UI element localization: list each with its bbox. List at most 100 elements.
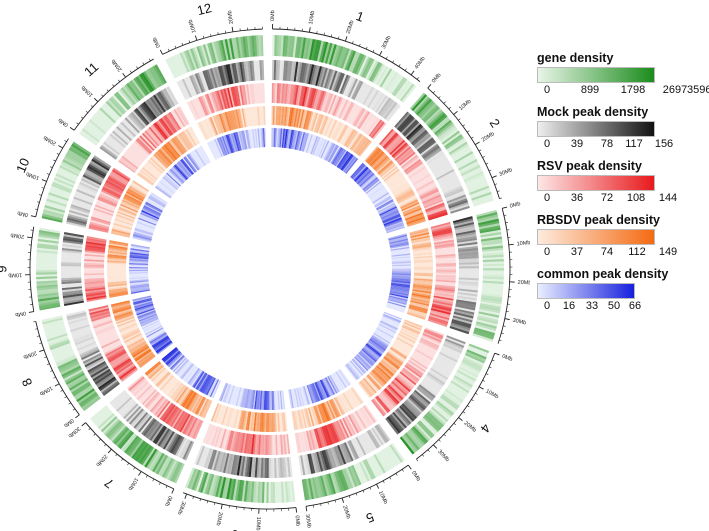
axis-tick-minor (485, 162, 489, 165)
density-cell (431, 366, 450, 379)
density-cell (435, 262, 456, 266)
axis-tick-minor (488, 169, 492, 172)
density-cell (157, 342, 174, 355)
density-cell (198, 96, 208, 116)
density-cell (156, 400, 171, 418)
density-cell (366, 342, 383, 356)
density-cell (390, 283, 410, 288)
legend-tick: 144 (658, 192, 678, 204)
density-cell (81, 351, 101, 362)
axis-tick-minor (68, 402, 71, 405)
density-cell (481, 238, 503, 244)
axis-tick-label: 10Mb (8, 271, 22, 277)
density-cell (124, 117, 140, 134)
density-cell (231, 37, 237, 59)
axis-tick-major (433, 444, 438, 449)
density-cell (450, 145, 470, 159)
density-cell (241, 130, 247, 150)
density-cell (108, 286, 128, 291)
density-cell (255, 60, 259, 81)
density-cell (429, 312, 450, 321)
density-cell (284, 83, 289, 104)
density-cell (334, 371, 346, 389)
density-cell (143, 322, 161, 332)
density-cell (140, 317, 159, 327)
density-cell (108, 423, 125, 441)
density-cell (412, 286, 432, 291)
density-cell (395, 188, 413, 199)
density-cell (304, 431, 311, 451)
density-cell (412, 247, 432, 252)
density-cell (391, 257, 411, 261)
density-cell (296, 108, 302, 128)
density-cell (409, 395, 426, 411)
legend-tick: 0 (543, 192, 551, 204)
density-cell (188, 418, 200, 438)
density-cell (219, 405, 227, 425)
chromosome-label: 9 (0, 266, 9, 273)
density-cell (344, 129, 356, 147)
density-cell (333, 372, 345, 390)
density-cell (125, 149, 143, 165)
density-cell (197, 373, 209, 391)
density-cell (381, 318, 399, 328)
density-cell (166, 433, 178, 452)
density-cell (126, 189, 145, 201)
density-cell (337, 370, 350, 387)
density-cell (386, 302, 406, 310)
density-cell (403, 433, 419, 452)
density-cell (168, 111, 182, 130)
density-cell (397, 407, 413, 424)
density-cell (240, 432, 246, 453)
density-cell (291, 61, 297, 82)
density-cell (227, 385, 235, 404)
density-cell (301, 86, 308, 107)
axis-tick-minor (471, 399, 474, 402)
density-cell (388, 383, 405, 399)
density-cell (253, 106, 258, 126)
density-cell (385, 225, 405, 233)
density-cell (158, 374, 173, 390)
density-cell (143, 390, 158, 407)
density-cell (119, 203, 139, 213)
density-cell (49, 187, 71, 198)
axis-tick-minor (217, 32, 219, 35)
density-cell (310, 429, 318, 450)
density-cell (387, 351, 404, 364)
density-cell (302, 386, 309, 406)
density-cell (330, 374, 341, 392)
density-cell (78, 183, 98, 194)
density-cell (382, 100, 396, 119)
density-cell (164, 405, 177, 423)
density-cell (338, 152, 351, 169)
density-cell (204, 424, 213, 444)
density-cell (230, 86, 237, 107)
density-cell (251, 60, 256, 81)
density-cell (42, 319, 64, 327)
density-cell (419, 338, 439, 350)
density-cell (300, 132, 307, 152)
density-cell (234, 479, 241, 501)
density-cell (193, 420, 204, 440)
density-cell (85, 243, 106, 248)
density-cell (115, 313, 134, 322)
density-cell (424, 108, 442, 125)
density-cell (172, 357, 187, 373)
density-cell (154, 426, 167, 445)
density-cell (307, 453, 314, 474)
density-cell (391, 142, 408, 158)
density-cell (74, 336, 95, 346)
density-cell (147, 159, 164, 174)
density-cell (386, 416, 401, 434)
density-cell (434, 286, 456, 291)
density-cell (226, 385, 234, 404)
density-cell (311, 136, 320, 155)
density-cell (391, 276, 411, 280)
density-cell (122, 403, 139, 420)
density-cell (309, 383, 318, 403)
axis-arc (272, 28, 421, 82)
density-cell (352, 53, 363, 74)
density-cell (236, 131, 242, 151)
axis-tick-minor (41, 187, 45, 189)
axis-tick-label: 10Mb (516, 240, 530, 247)
